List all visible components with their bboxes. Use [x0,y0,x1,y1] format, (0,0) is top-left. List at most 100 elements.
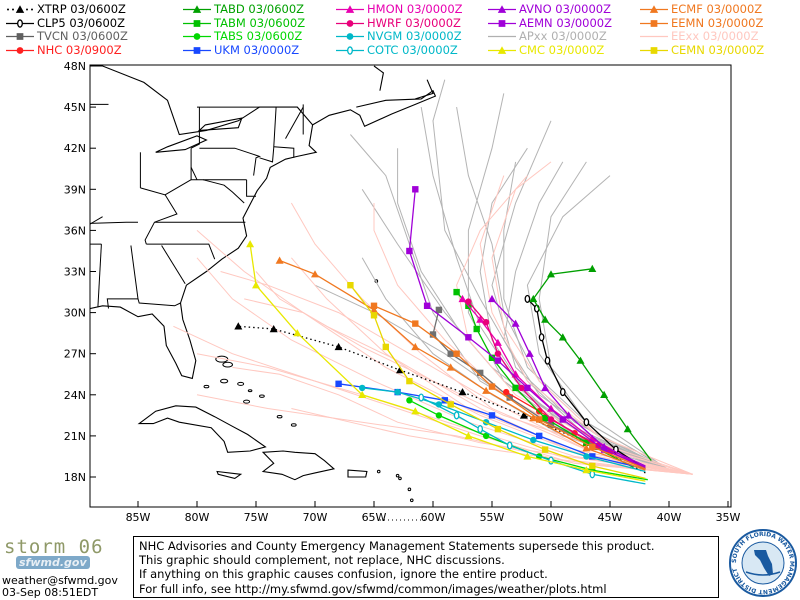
legend-label: COTC 03/0000Z [367,42,458,57]
legend-swatch [183,33,211,40]
track-tabm [456,291,634,468]
ensemble-track-apxx [526,175,670,471]
track-point-eemn [488,383,496,390]
track-point-clp5 [538,333,545,342]
lon-tick-label: 70W [303,511,328,524]
ensemble-track-eexx [291,408,693,475]
legend-swatch [183,19,211,27]
track-point-cmc [246,240,255,248]
legend-swatch [488,35,516,38]
ensemble-track-eexx [196,257,693,475]
coastlines [90,65,437,503]
legend-swatch [488,5,516,13]
track-point-ecmf [529,414,538,422]
lon-tick-label: 50W [539,511,564,524]
track-point-cemn [494,425,502,433]
track-point-cotc [418,393,425,402]
lon-tick-label: 80W [185,511,210,524]
contact-email[interactable]: weather@sfwmd.gov [2,574,118,587]
track-point-cmc [358,390,367,398]
legend-label: CLP5 03/0600Z [37,15,125,30]
track-point-tabd [576,356,585,364]
track-point-ukm [589,453,596,460]
ensemble-track-apxx [538,161,670,471]
legend-swatch [640,46,668,54]
track-clp5 [526,298,646,470]
legend-swatch [7,5,33,13]
track-point-clp5 [544,356,551,365]
track-point-tvcn [429,331,437,338]
track-point-hmon [476,315,485,323]
legend-label: TABM 03/0600Z [214,15,306,30]
legend-label: AVNO 03/0000Z [519,2,611,16]
track-point-cemn [447,401,454,408]
track-point-tabm [453,288,460,296]
lat-tick-label: 18N [64,471,86,484]
legend-label: NVGM 03/0000Z [367,29,462,43]
legend-label: TABD 03/0600Z [214,2,305,16]
track-point-clp5 [583,418,590,427]
track-point-tabd [600,390,609,398]
track-point-tabd [547,270,555,278]
track-map: 48N 45N 42N 39N 36N 33N 30N 27N 24N 21N 18N 85W 80W 7… [64,60,741,524]
legend-label: XTRP 03/0600Z [37,2,126,16]
track-point-cmc [252,281,260,289]
track-point-nhc [503,388,510,396]
track-point-xtrp [519,411,528,419]
timestamp: 03-Sep 08:51EDT [2,586,99,599]
lon-tick-label: 35W [716,511,741,524]
track-point-avno [488,294,496,303]
track-point-ukm [441,397,448,404]
brand-title: storm_06 [4,536,104,558]
track-point-eemn [536,416,543,423]
lon-tick-label: 75W [244,511,269,524]
track-point-ecmf [482,386,491,394]
legend-swatch [336,45,364,55]
lon-tick-label: 60W [421,511,446,524]
map-background [90,65,731,507]
track-point-hwrf [494,350,502,357]
track-point-tabs [406,397,413,404]
track-point-aemn [412,186,419,193]
legend-label: TVCN 03/0600Z [37,29,128,43]
track-point-tabd [558,333,567,341]
track-point-xtrp [234,322,243,330]
legend-swatch [6,18,34,28]
track-point-eemn [589,443,596,451]
legend-swatch [488,19,516,27]
legend-swatch [6,33,34,40]
track-point-cotc [453,411,460,420]
track-point-cmc [464,431,473,440]
track-point-aemn [406,247,413,255]
legend-swatch [183,5,211,13]
track-point-cemn [370,312,378,319]
track-point-tabm [473,325,480,333]
track-point-ukm [488,412,496,419]
track-point-aemn [465,334,472,341]
lat-tick-label: 24N [64,389,86,402]
track-point-hwrf [482,319,490,326]
legend-label: TABS 03/0600Z [214,29,303,43]
track-point-eemn [370,302,378,309]
track-point-tabm [583,439,590,446]
track-point-clp5 [559,388,566,397]
track-point-cemn [382,343,389,351]
legend-label: ECMF 03/0000Z [671,2,763,16]
track-point-hmon [493,338,502,346]
track-point-cmc [582,466,591,474]
legend-swatch [488,45,516,54]
disclaimer-line-4[interactable]: For full info, see http://my.sfwmd.gov/s… [139,581,607,596]
track-point-aemn [600,446,608,453]
track-point-aemn [559,416,566,423]
legend-label: AEMN 03/0000Z [519,15,612,30]
track-point-cotc [506,441,513,450]
track-point-cemn [406,377,413,385]
track-point-cemn [541,446,549,453]
legend-swatch [336,33,364,40]
disclaimer-box: NHC Advisories and County Emergency Mana… [133,536,719,598]
legend-swatch [336,5,364,13]
track-point-ukm [536,432,543,440]
track-point-tabd [623,425,632,433]
brand-block: storm_06 sfwmd.gov weather@sfwmd.gov 03-… [2,536,132,600]
track-point-hwrf [465,298,472,305]
